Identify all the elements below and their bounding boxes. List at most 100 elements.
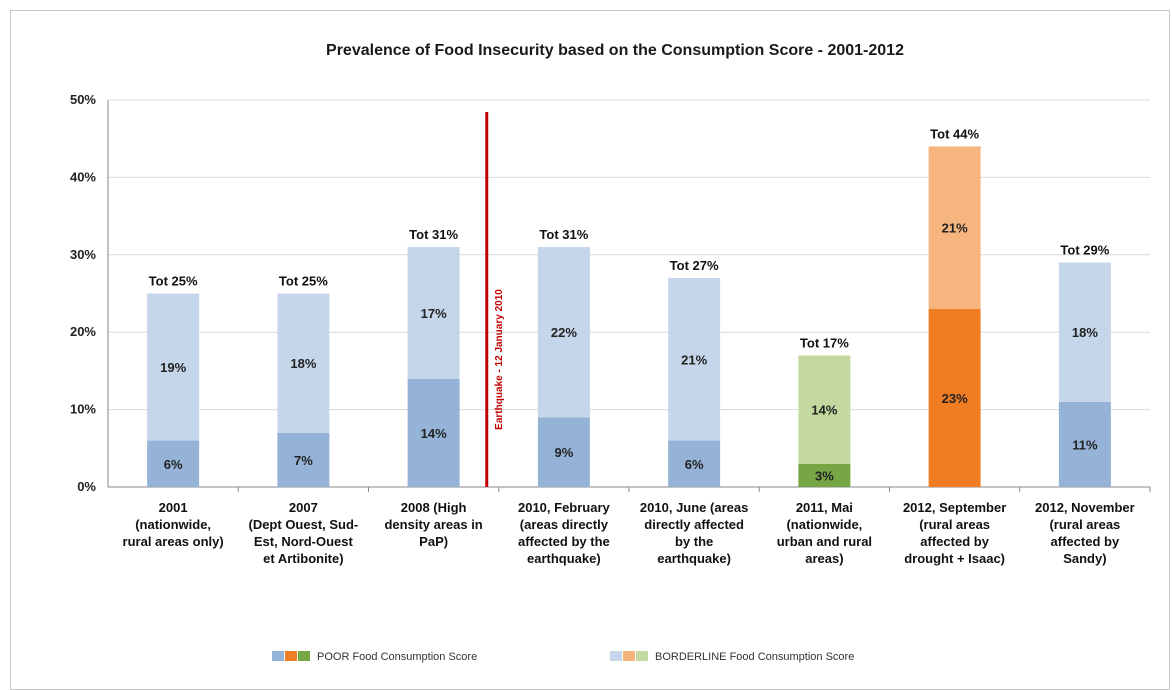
legend-swatch [272,651,284,661]
x-category-line: (rural areas [919,517,990,532]
x-category-line: (areas directly [520,517,609,532]
x-category-line: by the [675,534,713,549]
label-borderline: 17% [421,306,447,321]
label-total: Tot 25% [149,274,198,289]
bar-poor [668,440,721,487]
x-category-line: Est, Nord-Ouest [254,534,354,549]
earthquake-label: Earthquake - 12 January 2010 [494,289,505,430]
x-category-line: urban and rural [777,534,872,549]
bar-poor [928,308,981,487]
legend-swatch [298,651,310,661]
x-category-line: 2007 [289,500,318,515]
bar-borderline [798,355,851,464]
x-category-line: affected by [1051,534,1120,549]
label-borderline: 21% [942,221,968,236]
x-category-line: (nationwide, [135,517,211,532]
bar-poor [537,417,590,487]
x-category-line: (Dept Ouest, Sud- [248,517,358,532]
label-borderline: 21% [681,352,707,367]
legend-swatch [610,651,622,661]
legend-label: BORDERLINE Food Consumption Score [655,651,854,663]
x-category-line: 2010, February [518,500,611,515]
legend-label: POOR Food Consumption Score [317,651,477,663]
x-category-line: affected by [920,534,989,549]
x-category-label: 2011, Mai (nationwide, urban and rural area… [777,500,872,566]
x-category-line: 2008 (High [401,500,467,515]
x-category-line: earthquake) [527,551,601,566]
x-category-line: density areas in [384,517,482,532]
x-category-line: directly affected [644,517,744,532]
label-total: Tot 44% [930,126,979,141]
legend-swatch [623,651,635,661]
bar-borderline [147,293,200,441]
label-poor: 6% [164,457,183,472]
x-category-line: rural areas only) [123,534,224,549]
label-borderline: 22% [551,325,577,340]
x-category-line: 2001 [159,500,188,515]
y-tick-label: 20% [70,324,96,339]
x-category-line: 2010, June (areas [640,500,748,515]
x-category-label: 2008 (High density areas in PaP) [384,500,482,549]
x-category-label: 2012, September (rural areas affected by dr… [903,500,1006,566]
chart-title: Prevalence of Food Insecurity based on t… [326,42,904,59]
x-category-line: 2012, September [903,500,1006,515]
x-axis: 2001 (nationwide, rural areas only) 2007 (De… [123,487,1151,566]
label-borderline: 18% [1072,325,1098,340]
y-tick-label: 10% [70,402,96,417]
label-total: Tot 31% [539,227,588,242]
y-axis: 0% 10% 20% 30% 40% 50% [70,92,109,494]
bar-borderline [537,247,590,418]
x-category-line: affected by the [518,534,610,549]
label-poor: 11% [1072,437,1098,452]
bar-borderline [1058,262,1111,402]
gridlines [108,99,1150,488]
label-total: Tot 29% [1060,243,1109,258]
label-poor: 3% [815,468,834,483]
x-category-line: 2011, Mai [796,500,853,515]
bars: 6% 19% Tot 25% 7% 18% Tot 25% 14% 17% Tot 31% 9% 2… [147,126,1111,487]
x-category-line: (rural areas [1049,517,1120,532]
x-category-line: (nationwide, [786,517,862,532]
bar-poor [798,463,851,487]
y-tick-label: 40% [70,169,96,184]
label-poor: 7% [294,453,313,468]
label-total: Tot 25% [279,274,328,289]
bar-poor [277,432,330,487]
bar-poor [147,440,200,487]
x-category-line: PaP) [419,534,448,549]
label-poor: 14% [421,426,447,441]
bar-borderline [928,146,981,309]
x-category-label: 2010, June (areas directly affected by the… [640,500,748,566]
chart-canvas: Prevalence of Food Insecurity based on t… [70,42,1151,663]
label-total: Tot 17% [800,335,849,350]
x-category-line: 2012, November [1035,500,1135,515]
y-tick-label: 30% [70,247,96,262]
bar-borderline [277,293,330,433]
x-category-line: drought + Isaac) [904,551,1005,566]
bar-poor [1058,401,1111,487]
y-tick-label: 0% [77,479,96,494]
label-poor: 6% [685,457,704,472]
y-tick-label: 50% [70,92,96,107]
label-total: Tot 31% [409,227,458,242]
earthquake-annotation: Earthquake - 12 January 2010 [485,112,505,487]
label-poor: 9% [554,445,573,460]
x-category-line: earthquake) [657,551,731,566]
x-category-line: Sandy) [1063,551,1106,566]
label-borderline: 19% [160,360,186,375]
label-total: Tot 27% [670,258,719,273]
x-category-line: areas) [805,551,843,566]
label-borderline: 14% [811,403,837,418]
x-category-label: 2007 (Dept Ouest, Sud- Est, Nord-Ouest et A… [248,500,358,566]
x-category-label: 2012, November (rural areas affected by San… [1035,500,1135,566]
label-borderline: 18% [290,356,316,371]
legend: POOR Food Consumption Score BORDERLINE Fo… [272,651,854,663]
bar-borderline [407,247,460,379]
bar-borderline [668,278,721,441]
x-category-label: 2010, February (areas directly affected by… [518,500,611,566]
legend-swatch [285,651,297,661]
x-category-label: 2001 (nationwide, rural areas only) [123,500,224,549]
legend-swatch [636,651,648,661]
label-poor: 23% [942,391,968,406]
x-category-line: et Artibonite) [263,551,343,566]
